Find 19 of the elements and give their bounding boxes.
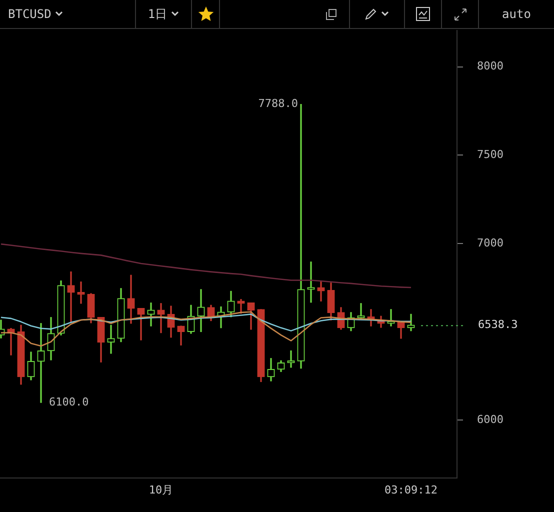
chart-subtitle: 1日	[148, 6, 168, 22]
y-tick-label: 8000	[477, 60, 504, 73]
candlestick	[317, 280, 325, 302]
x-tick-label: 10月	[148, 483, 174, 496]
x-tick-label: 03:09:12	[384, 483, 438, 496]
candlestick	[67, 271, 75, 322]
candlestick	[127, 274, 135, 324]
candlestick	[157, 303, 165, 334]
candlestick	[307, 262, 315, 303]
chart-title: BTCUSD	[8, 7, 52, 21]
y-tick-label: 7000	[477, 236, 504, 250]
ref-line-label: 6538.3	[478, 318, 518, 331]
text: auto	[501, 6, 532, 23]
y-tick-label: 7500	[477, 148, 504, 162]
candlestick	[37, 323, 45, 403]
y-tick-label: 6000	[477, 413, 504, 426]
annotation: 7788.0	[258, 97, 298, 110]
candlestick	[107, 324, 115, 354]
annotation: 6100.0	[49, 395, 89, 408]
